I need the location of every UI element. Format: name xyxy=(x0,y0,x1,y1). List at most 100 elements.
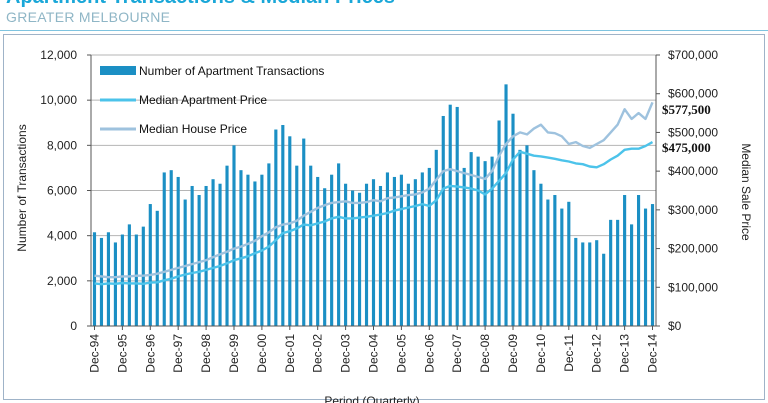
bar xyxy=(448,104,452,326)
bar xyxy=(623,195,627,326)
bar xyxy=(595,240,599,326)
bar xyxy=(525,145,529,326)
bar xyxy=(616,219,620,326)
bar xyxy=(462,167,466,326)
bar xyxy=(630,224,634,326)
x-tick-label: Dec-03 xyxy=(339,334,353,373)
bar xyxy=(239,170,243,326)
bar xyxy=(134,234,138,326)
bar xyxy=(490,156,494,326)
bar xyxy=(636,195,641,326)
y-left-tick-label: 6,000 xyxy=(47,184,77,198)
end-label-house-price: $577,500 xyxy=(662,102,711,117)
bar xyxy=(546,199,550,326)
chart-title: Apartment Transactions & Median Prices xyxy=(6,0,395,9)
bar xyxy=(413,179,417,326)
bar xyxy=(497,120,501,326)
x-tick-label: Dec-07 xyxy=(450,334,464,373)
bar xyxy=(567,201,571,326)
bar xyxy=(364,183,369,326)
end-label-apartment-price: $475,000 xyxy=(662,140,711,155)
bar xyxy=(441,115,445,326)
bar xyxy=(581,242,585,326)
bar xyxy=(106,232,111,326)
legend-label-transactions: Number of Apartment Transactions xyxy=(139,64,324,78)
bar xyxy=(183,199,187,326)
bar xyxy=(553,195,557,326)
bar xyxy=(316,176,320,326)
y-right-tick-label: $0 xyxy=(668,319,682,333)
bar xyxy=(650,204,655,326)
x-tick-label: Dec-94 xyxy=(88,334,102,373)
bar xyxy=(295,165,299,326)
y-left-tick-label: 8,000 xyxy=(47,138,77,152)
bar xyxy=(211,179,215,326)
bar xyxy=(127,224,131,326)
legend-swatch-transactions xyxy=(100,66,136,75)
house-price-line xyxy=(94,101,654,279)
bar xyxy=(155,210,159,326)
bar xyxy=(504,84,508,326)
bar xyxy=(427,167,431,326)
bar xyxy=(246,174,250,326)
y-left-tick-label: 4,000 xyxy=(47,229,77,243)
x-tick-label: Dec-13 xyxy=(618,334,632,373)
bar xyxy=(344,183,348,326)
bar xyxy=(351,190,355,326)
x-tick-label: Dec-09 xyxy=(506,334,520,373)
bar xyxy=(225,165,229,326)
y-right-tick-label: $300,000 xyxy=(668,203,718,217)
bar xyxy=(197,195,201,326)
bar xyxy=(588,242,592,326)
x-tick-label: Dec-95 xyxy=(115,334,129,373)
line-series xyxy=(94,101,654,286)
x-tick-label: Dec-06 xyxy=(422,334,436,373)
bar xyxy=(532,170,536,326)
bar xyxy=(357,192,362,326)
y-left-tick-label: 0 xyxy=(70,319,77,333)
bar xyxy=(232,145,236,326)
x-tick-label: Dec-10 xyxy=(534,334,548,373)
bar xyxy=(511,113,515,326)
y-right-tick-label: $700,000 xyxy=(668,48,718,62)
bar xyxy=(337,163,341,326)
y-right-tick-label: $100,000 xyxy=(668,280,718,294)
bar xyxy=(476,156,480,326)
bar xyxy=(455,106,459,326)
bar xyxy=(609,219,613,326)
legend-label-house-price: Median House Price xyxy=(139,122,247,136)
apartment-price-line xyxy=(94,141,654,286)
bar xyxy=(560,208,564,326)
bar xyxy=(378,185,383,326)
x-tick-label: Dec-12 xyxy=(590,334,604,373)
bar xyxy=(385,172,390,326)
x-tick-label: Dec-97 xyxy=(171,334,185,373)
bar-series xyxy=(92,84,655,326)
y-right-tick-label: $500,000 xyxy=(668,125,718,139)
y-axis-left-title: Number of Transactions xyxy=(15,124,29,251)
bar xyxy=(392,176,396,326)
x-tick-label: Dec-14 xyxy=(646,334,660,373)
y-right-tick-label: $200,000 xyxy=(668,242,718,256)
bar xyxy=(267,163,271,326)
bar xyxy=(371,179,376,326)
y-right-tick-label: $600,000 xyxy=(668,87,718,101)
chart-subtitle: GREATER MELBOURNE xyxy=(6,9,171,25)
x-tick-label: Dec-05 xyxy=(394,334,408,373)
y-left-tick-label: 2,000 xyxy=(47,274,77,288)
x-tick-label: Dec-96 xyxy=(143,334,157,373)
y-left-tick-label: 12,000 xyxy=(40,48,77,62)
bar xyxy=(162,172,166,326)
bar xyxy=(406,183,410,326)
x-tick-label: Dec-11 xyxy=(562,334,576,372)
bar xyxy=(330,174,334,326)
legend-label-apartment-price: Median Apartment Price xyxy=(139,93,267,107)
bar xyxy=(120,234,124,326)
bar xyxy=(420,172,424,326)
x-tick-label: Dec-01 xyxy=(283,334,297,373)
y-right-tick-label: $400,000 xyxy=(668,164,718,178)
x-tick-label: Dec-08 xyxy=(478,334,492,373)
bar xyxy=(643,208,648,326)
x-tick-label: Dec-99 xyxy=(227,334,241,373)
